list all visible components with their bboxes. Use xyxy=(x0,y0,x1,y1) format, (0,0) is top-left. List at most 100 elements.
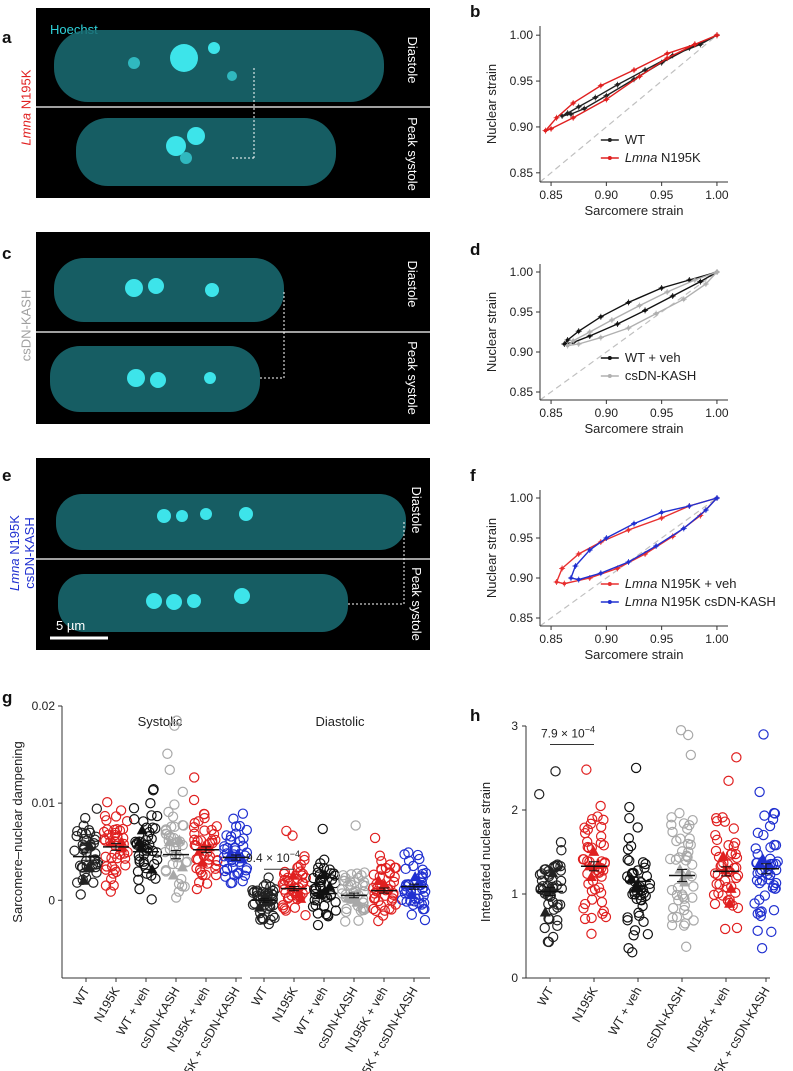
replicate-mean-marker xyxy=(324,880,336,891)
y-tick-label: 0.90 xyxy=(510,120,534,134)
data-point xyxy=(728,823,740,834)
data-point xyxy=(599,315,603,319)
data-point xyxy=(752,908,763,919)
data-point xyxy=(715,33,719,37)
data-point xyxy=(91,803,103,814)
data-point xyxy=(85,841,96,852)
data-point xyxy=(350,886,361,898)
data-point xyxy=(680,941,692,952)
data-point xyxy=(665,56,669,60)
data-point xyxy=(628,930,639,941)
nucleus xyxy=(148,278,164,294)
panel-letter-a: a xyxy=(2,28,12,47)
replicate-mean-marker xyxy=(163,836,175,847)
data-point xyxy=(279,874,290,886)
x-tick-label: 0.95 xyxy=(650,406,674,420)
data-point xyxy=(263,872,274,883)
data-point xyxy=(106,861,118,872)
data-point xyxy=(604,97,609,102)
data-point xyxy=(597,908,608,920)
legend-rest: N195K + veh xyxy=(657,576,736,591)
data-point xyxy=(534,788,545,800)
data-point xyxy=(289,902,301,913)
replicate-mean-marker xyxy=(197,856,209,867)
group-title-systolic: Systolic xyxy=(138,714,183,729)
replicate-mean-marker xyxy=(373,875,385,886)
data-point xyxy=(80,812,91,824)
data-point xyxy=(359,880,371,892)
data-point xyxy=(659,516,664,520)
panel-letter-e: e xyxy=(2,466,12,485)
x-tick-label: 0.90 xyxy=(595,188,619,202)
y-tick-label: 0.01 xyxy=(32,796,56,810)
data-point xyxy=(134,856,145,867)
data-point xyxy=(685,749,697,761)
data-point xyxy=(260,878,272,890)
data-point xyxy=(287,830,298,841)
data-point xyxy=(173,886,185,897)
data-point xyxy=(539,922,550,934)
nucleus xyxy=(239,507,253,521)
data-point xyxy=(637,74,642,79)
y-tick-label: 3 xyxy=(511,719,518,733)
systole-label: Peak systole xyxy=(405,341,420,415)
panel-c-condition-label: csDN-KASH xyxy=(18,289,34,362)
x-tick-label: 1.00 xyxy=(705,188,729,202)
data-point xyxy=(368,903,379,915)
data-point xyxy=(751,875,763,886)
replicate-mean-marker xyxy=(193,845,205,856)
data-point xyxy=(664,853,676,865)
y-tick-label: 0.85 xyxy=(510,611,534,625)
y-axis-label: Integrated nuclear strain xyxy=(478,782,493,922)
data-point xyxy=(604,93,609,98)
data-point xyxy=(582,106,587,111)
data-point xyxy=(654,544,658,548)
data-point xyxy=(633,907,644,918)
data-point xyxy=(666,884,678,896)
data-point xyxy=(578,903,589,914)
data-point xyxy=(755,910,766,922)
data-point xyxy=(624,812,635,824)
data-point xyxy=(320,908,332,920)
systole-label: Peak systole xyxy=(405,117,420,191)
nucleus xyxy=(204,372,216,384)
replicate-mean-marker xyxy=(254,901,266,912)
nucleus xyxy=(200,508,212,520)
data-point xyxy=(299,851,310,862)
series-line xyxy=(555,497,718,585)
data-point xyxy=(562,342,567,346)
nucleus xyxy=(208,42,220,54)
replicate-mean-marker xyxy=(84,862,96,873)
data-point xyxy=(336,888,348,899)
nucleus xyxy=(187,594,201,608)
data-point xyxy=(693,278,697,282)
replicate-mean-marker xyxy=(585,870,597,881)
data-point xyxy=(623,833,635,844)
data-point xyxy=(562,581,567,586)
data-point xyxy=(595,837,607,849)
data-point xyxy=(536,875,548,886)
data-point xyxy=(280,905,292,916)
replicate-mean-marker xyxy=(136,824,148,835)
data-point xyxy=(197,869,208,881)
nucleus xyxy=(180,152,192,164)
cell-systole-e xyxy=(58,574,348,632)
chart-h: 0 1 2 3 Integrated nuclear strain WT N195K WT +… xyxy=(470,706,790,1071)
data-point xyxy=(579,913,591,925)
data-point xyxy=(731,872,742,884)
data-point xyxy=(384,868,395,879)
data-point xyxy=(543,936,555,948)
nucleus xyxy=(205,283,219,297)
data-point xyxy=(754,786,765,798)
data-point xyxy=(105,873,117,885)
data-point xyxy=(408,899,419,911)
data-point xyxy=(752,827,764,839)
x-tick-label: 0.85 xyxy=(539,406,563,420)
data-point xyxy=(401,896,412,907)
data-point xyxy=(623,942,634,954)
data-point xyxy=(576,329,581,333)
data-point xyxy=(756,943,768,954)
replicate-mean-marker xyxy=(146,863,158,874)
identity-line xyxy=(539,497,718,627)
legend-gene: Lmna xyxy=(625,150,658,165)
